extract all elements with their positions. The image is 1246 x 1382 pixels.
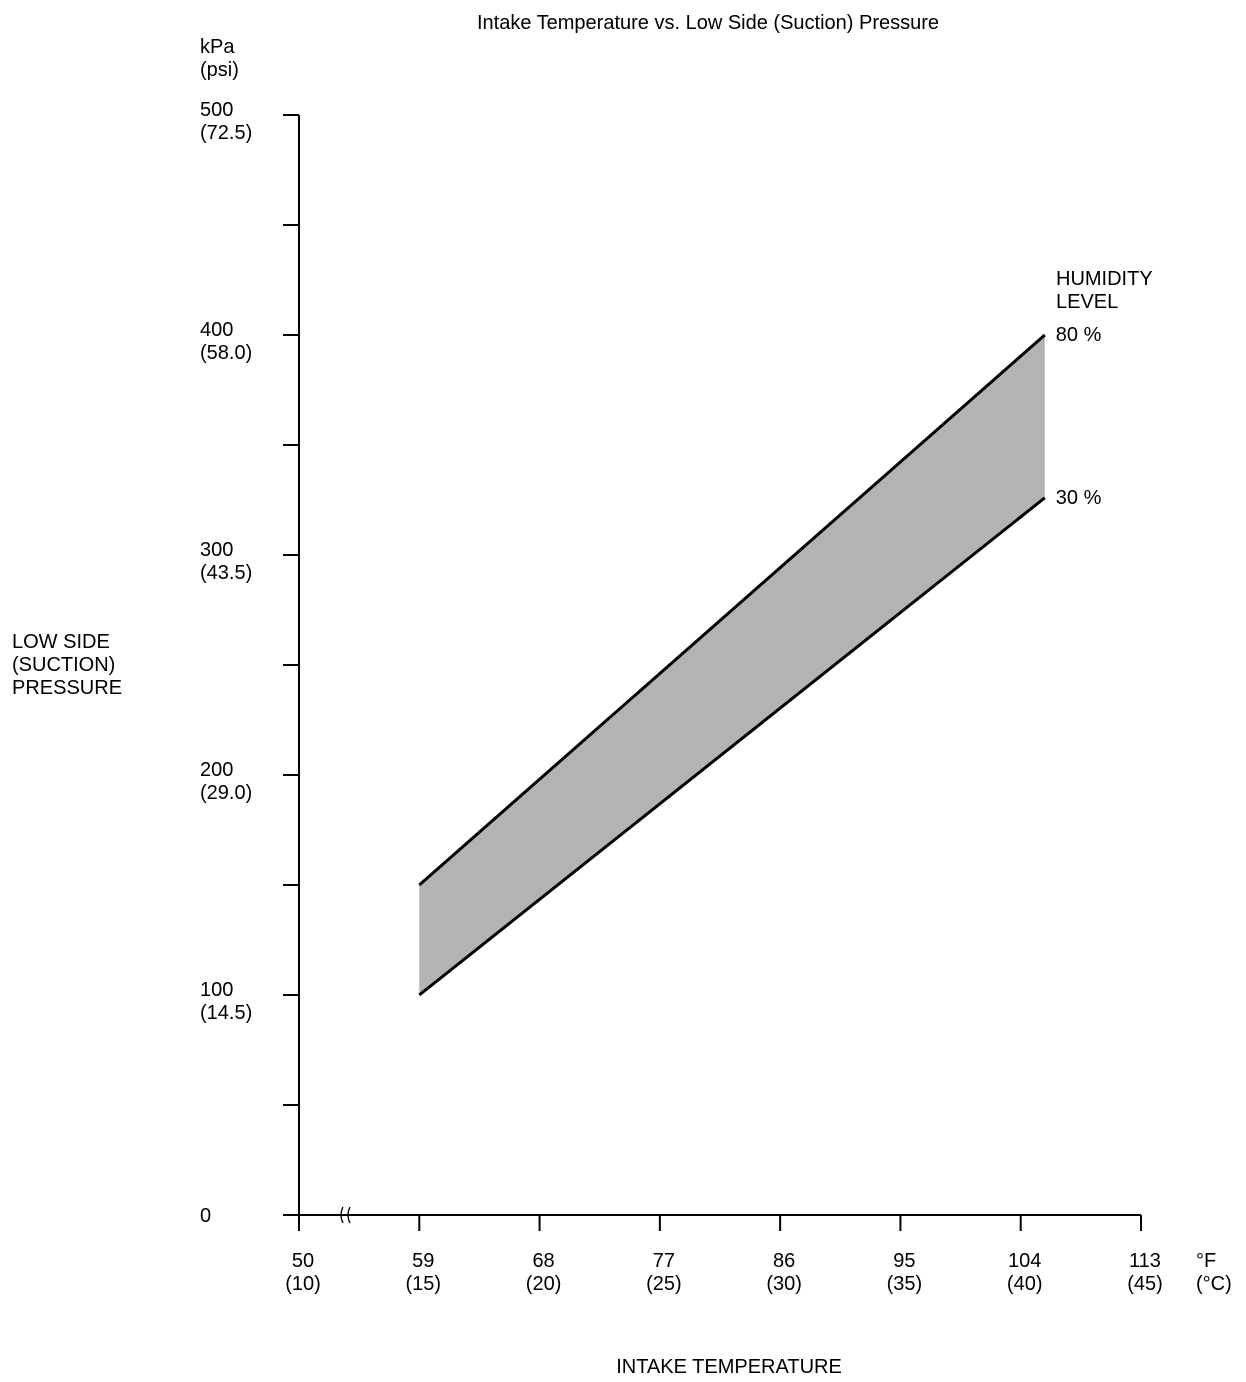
chart-title: Intake Temperature vs. Low Side (Suction… (477, 12, 939, 34)
y-tick-label: 0 (200, 1205, 211, 1227)
x-axis-title: INTAKE TEMPERATURE (616, 1356, 842, 1378)
series-line (418, 333, 1046, 887)
axis-break (340, 1206, 351, 1224)
annotation: HUMIDITY LEVEL (1056, 268, 1153, 313)
x-tick-label: 95 (35) (887, 1250, 923, 1295)
x-tick-label: 77 (25) (646, 1250, 682, 1295)
y-tick-label: 400 (58.0) (200, 319, 252, 364)
y-tick-label: 100 (14.5) (200, 979, 252, 1024)
x-unit-label: °F (°C) (1196, 1250, 1232, 1295)
y-axis-title: LOW SIDE (SUCTION) PRESSURE (12, 631, 122, 699)
x-tick-label: 113 (45) (1127, 1250, 1163, 1295)
y-tick-label: 200 (29.0) (200, 759, 252, 804)
x-tick-label: 68 (20) (526, 1250, 562, 1295)
x-tick-label: 50 (10) (285, 1250, 321, 1295)
series-label: 80 % (1056, 324, 1102, 346)
series-line (418, 496, 1046, 997)
y-unit-label: kPa (psi) (200, 36, 239, 81)
y-tick-label: 500 (72.5) (200, 99, 252, 144)
series-label: 30 % (1056, 487, 1102, 509)
y-tick-label: 300 (43.5) (200, 539, 252, 584)
x-tick-label: 104 (40) (1007, 1250, 1043, 1295)
x-tick-label: 86 (30) (766, 1250, 802, 1295)
x-tick-label: 59 (15) (405, 1250, 441, 1295)
band-area (419, 335, 1045, 995)
